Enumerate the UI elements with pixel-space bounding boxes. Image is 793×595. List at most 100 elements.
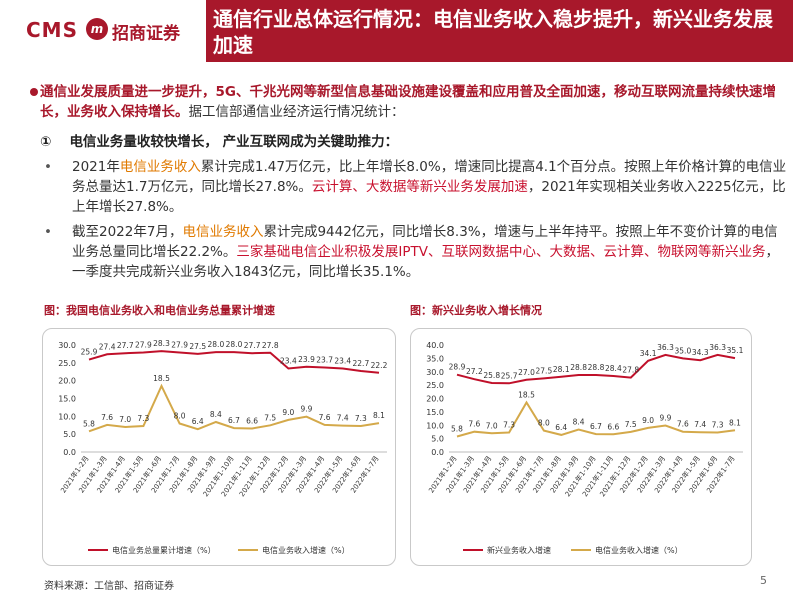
- y-tick-label: 5.0: [63, 430, 76, 439]
- intro-rest: 据工信部通信业经济运行情况统计：: [188, 104, 405, 120]
- data-label-bottom: 7.5: [264, 413, 276, 422]
- series-line-1: [88, 350, 380, 374]
- para1-text-1: 2021年: [72, 159, 120, 175]
- subheading: ① 电信业务量收较快增长， 产业互联网成为关键助推力：: [40, 130, 398, 150]
- data-label-top: 23.4: [334, 357, 351, 366]
- data-label-bottom: 7.3: [137, 414, 149, 423]
- subheading-text: 电信业务量收较快增长， 产业互联网成为关键助推力：: [69, 134, 399, 150]
- intro-paragraph: 通信业发展质量进一步提升，5G、千兆光网等新型信息基础设施建设覆盖和应用普及全面…: [30, 82, 785, 122]
- data-label-top: 27.9: [135, 340, 152, 349]
- logo: CMS m 招商证券: [0, 0, 206, 62]
- chart-emerging-growth-svg: 0.05.010.015.020.025.030.035.040.02021年1…: [426, 341, 744, 555]
- y-tick-label: 40.0: [426, 341, 444, 350]
- data-label-top: 27.5: [189, 342, 206, 351]
- subheading-number: ①: [40, 134, 52, 150]
- data-label-top: 27.5: [536, 366, 553, 375]
- data-label-bottom: 8.4: [210, 410, 222, 419]
- y-tick-label: 0.0: [63, 448, 76, 457]
- series-line-2: [88, 383, 380, 433]
- data-label-top: 28.0: [226, 340, 243, 349]
- data-label-bottom: 6.4: [192, 417, 204, 426]
- data-label-bottom: 8.1: [729, 418, 741, 427]
- logo-mark-icon: m: [86, 18, 108, 40]
- y-tick-label: 30.0: [426, 368, 444, 377]
- data-label-bottom: 8.0: [538, 419, 550, 428]
- data-label-top: 27.8: [622, 366, 639, 375]
- paragraph-2022: • 截至2022年7月，电信业务收入累计完成9442亿元，同比增长8.3%，增速…: [44, 222, 787, 282]
- para2-text-3: ，一季度共完成新兴业务收入1843亿元，同比增长35.1%。: [72, 244, 779, 280]
- y-tick-label: 0.0: [431, 448, 444, 457]
- data-label-bottom: 18.5: [518, 391, 535, 400]
- data-label-top: 23.9: [298, 355, 315, 364]
- y-tick-label: 5.0: [431, 435, 444, 444]
- data-label-bottom: 6.7: [590, 422, 602, 431]
- data-label-bottom: 9.9: [301, 405, 313, 414]
- data-label-top: 35.0: [675, 346, 692, 355]
- y-tick-label: 10.0: [426, 421, 444, 430]
- data-label-top: 35.1: [727, 346, 744, 355]
- data-label-bottom: 5.8: [83, 419, 95, 428]
- data-label-top: 23.7: [316, 355, 333, 364]
- red-bullet-icon: [30, 88, 38, 96]
- data-label-bottom: 9.0: [642, 416, 654, 425]
- data-label-top: 28.0: [208, 340, 225, 349]
- para1-text-3: ，2021年实现相关业务收入2225亿元，比上年增长27.8%。: [72, 179, 786, 215]
- data-label-bottom: 7.0: [119, 415, 131, 424]
- data-label-top: 28.8: [588, 363, 605, 372]
- header-bar: CMS m 招商证券 通信行业总体运行情况：电信业务收入稳步提升，新兴业务发展加…: [0, 0, 793, 62]
- data-label-bottom: 7.4: [337, 414, 349, 423]
- para2-highlight-1: 电信业务收入: [182, 224, 264, 240]
- para2-highlight-2: 三家基础电信企业积极发展IPTV、互联网数据中心、大数据、云计算、物联网等新兴业…: [236, 244, 766, 260]
- y-tick-label: 15.0: [58, 395, 76, 404]
- data-label-bottom: 9.9: [660, 414, 672, 423]
- data-label-top: 27.8: [262, 341, 279, 350]
- logo-cms-text: CMS: [26, 18, 78, 42]
- data-label-bottom: 7.0: [486, 421, 498, 430]
- data-label-bottom: 18.5: [153, 374, 170, 383]
- data-label-top: 36.3: [657, 343, 674, 352]
- legend-label-1: 新兴业务收入增速: [487, 545, 551, 555]
- page-title: 通信行业总体运行情况：电信业务收入稳步提升，新兴业务发展加速: [213, 7, 773, 57]
- y-tick-label: 20.0: [58, 377, 76, 386]
- data-label-top: 28.4: [605, 364, 622, 373]
- legend-label-2: 电信业务收入增速（%）: [595, 545, 683, 555]
- bullet-icon: •: [44, 224, 52, 240]
- y-tick-label: 25.0: [426, 381, 444, 390]
- data-label-bottom: 7.6: [319, 413, 331, 422]
- series-line-2: [456, 400, 736, 438]
- y-tick-label: 35.0: [426, 354, 444, 363]
- data-label-top: 27.7: [244, 341, 261, 350]
- data-label-top: 28.8: [570, 363, 587, 372]
- data-label-top: 25.7: [501, 371, 518, 380]
- para1-text-2: 累计完成1.47万亿元，比上年增长8.0%，增速同比提高4.1个百分点。按照上年…: [72, 159, 787, 195]
- data-label-top: 28.1: [553, 365, 570, 374]
- chart-emerging-growth: 0.0 5.0 10.0 15.0 20.0 25.0 30.0 35.0 40.0 2021年1…: [410, 328, 752, 566]
- data-label-top: 23.4: [280, 357, 297, 366]
- data-label-bottom: 5.8: [451, 424, 463, 433]
- legend-label-1: 电信业务总量累计增速（%）: [112, 545, 216, 555]
- data-label-bottom: 7.6: [677, 420, 689, 429]
- para2-text-2: 累计完成9442亿元，同比增长8.3%，增速与上半年持平。按照上年不变价计算的电…: [72, 224, 778, 260]
- y-tick-label: 25.0: [58, 359, 76, 368]
- data-label-bottom: 7.3: [503, 420, 515, 429]
- data-label-top: 34.3: [692, 348, 709, 357]
- data-label-top: 28.9: [449, 363, 466, 372]
- data-label-bottom: 7.4: [694, 420, 706, 429]
- data-label-top: 25.9: [81, 348, 98, 357]
- legend-label-2: 电信业务收入增速（%）: [262, 545, 350, 555]
- y-tick-label: 20.0: [426, 395, 444, 404]
- data-label-bottom: 6.4: [555, 423, 567, 432]
- data-label-bottom: 7.6: [468, 420, 480, 429]
- paragraph-2021: • 2021年电信业务收入累计完成1.47万亿元，比上年增长8.0%，增速同比提…: [44, 157, 787, 217]
- y-tick-label: 10.0: [58, 412, 76, 421]
- data-label-bottom: 7.3: [712, 420, 724, 429]
- data-label-top: 36.3: [709, 343, 726, 352]
- data-label-top: 34.1: [640, 349, 657, 358]
- data-label-top: 27.9: [171, 340, 188, 349]
- data-label-top: 22.7: [353, 359, 370, 368]
- series-line-1: [456, 353, 736, 385]
- data-label-bottom: 9.0: [282, 408, 294, 417]
- data-label-top: 27.7: [117, 341, 134, 350]
- data-label-bottom: 7.5: [625, 420, 637, 429]
- logo-cn-text: 招商证券: [112, 24, 180, 44]
